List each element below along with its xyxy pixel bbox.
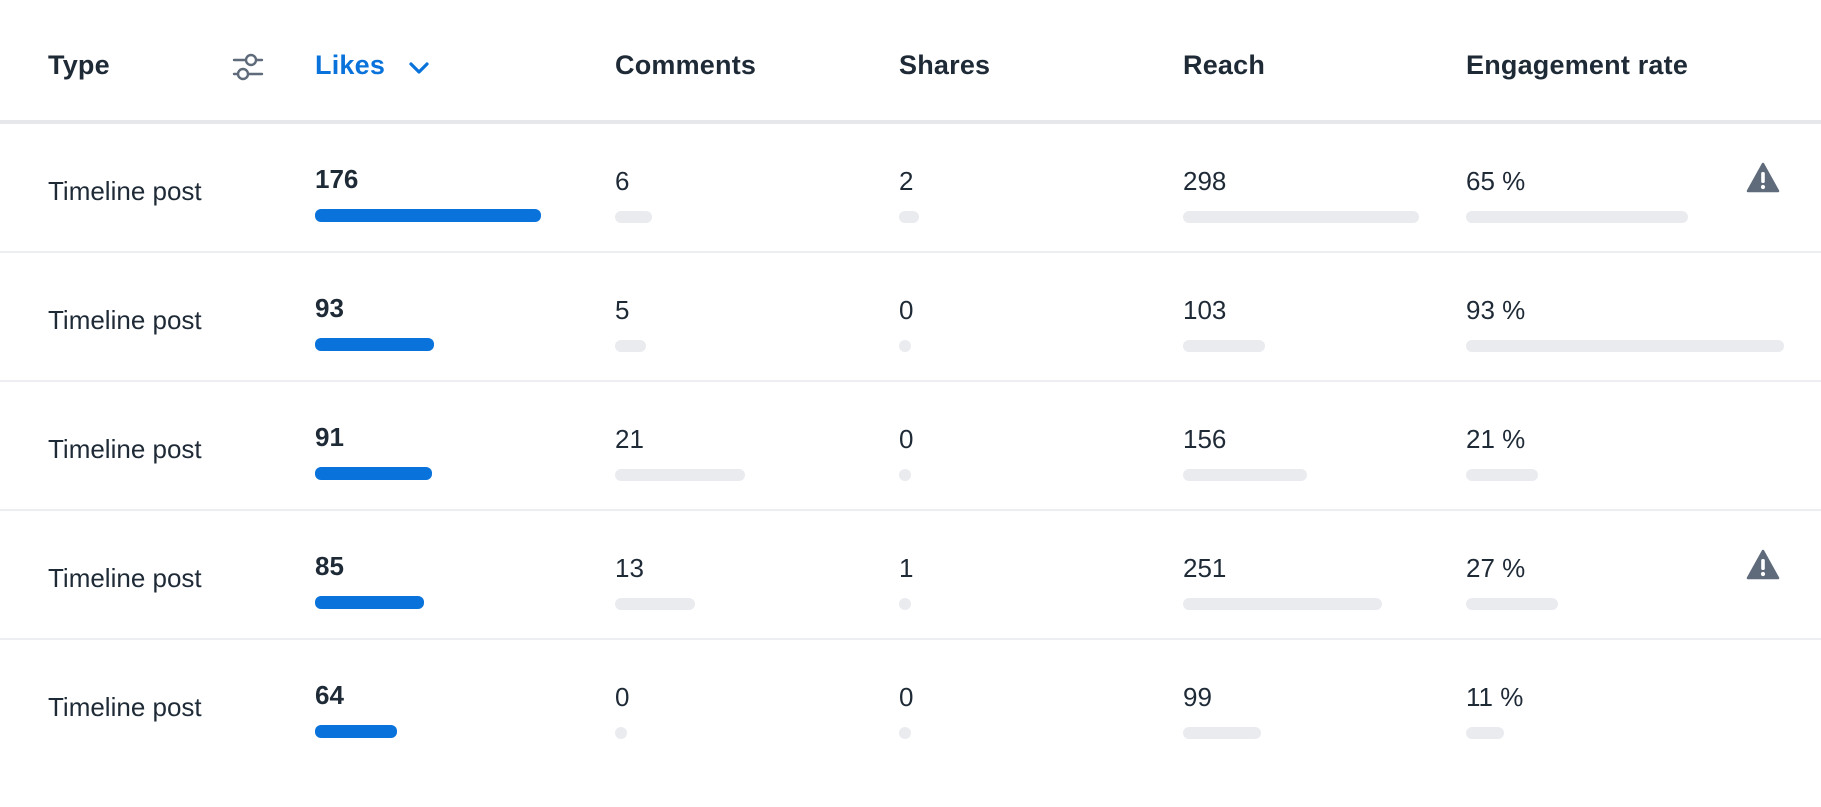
cell-comments: 13 xyxy=(615,553,644,583)
warning-icon[interactable] xyxy=(1746,549,1780,581)
column-header-comments[interactable]: Comments xyxy=(615,50,757,80)
posts-table: Type Likes Comments Shares Reach Engagem… xyxy=(0,0,1821,767)
table-row[interactable]: Timeline post 176 6 2 298 65 % xyxy=(0,124,1821,253)
likes-bar xyxy=(315,725,397,738)
shares-bar xyxy=(899,598,911,610)
cell-reach: 99 xyxy=(1183,682,1212,712)
table-row[interactable]: Timeline post 91 21 0 156 21 % xyxy=(0,382,1821,511)
column-header-engagement-rate[interactable]: Engagement rate xyxy=(1466,50,1689,80)
cell-shares: 0 xyxy=(899,682,914,712)
column-header-shares[interactable]: Shares xyxy=(899,50,991,80)
comments-bar xyxy=(615,211,652,223)
cell-reach: 298 xyxy=(1183,166,1227,196)
likes-bar xyxy=(315,338,434,351)
shares-bar xyxy=(899,469,911,481)
reach-bar xyxy=(1183,598,1382,610)
shares-bar xyxy=(899,211,919,223)
reach-bar xyxy=(1183,727,1261,739)
cell-likes: 85 xyxy=(315,551,344,581)
cell-type: Timeline post xyxy=(48,563,202,593)
shares-bar xyxy=(899,340,911,352)
engagement-bar xyxy=(1466,598,1558,610)
cell-shares: 0 xyxy=(899,295,914,325)
cell-engagement: 65 % xyxy=(1466,166,1526,196)
cell-type: Timeline post xyxy=(48,305,202,335)
cell-type: Timeline post xyxy=(48,434,202,464)
cell-comments: 5 xyxy=(615,295,630,325)
cell-engagement: 27 % xyxy=(1466,553,1526,583)
cell-reach: 103 xyxy=(1183,295,1227,325)
cell-likes: 91 xyxy=(315,422,344,452)
cell-type: Timeline post xyxy=(48,176,202,206)
cell-shares: 1 xyxy=(899,553,914,583)
comments-bar xyxy=(615,727,627,739)
cell-engagement: 11 % xyxy=(1466,682,1524,712)
cell-likes: 64 xyxy=(315,680,344,710)
warning-icon[interactable] xyxy=(1746,162,1780,194)
table-row[interactable]: Timeline post 64 0 0 99 11 % xyxy=(0,640,1821,767)
column-header-reach[interactable]: Reach xyxy=(1183,50,1266,80)
cell-comments: 21 xyxy=(615,424,644,454)
table-row[interactable]: Timeline post 85 13 1 251 27 % xyxy=(0,511,1821,640)
cell-engagement: 21 % xyxy=(1466,424,1526,454)
cell-type: Timeline post xyxy=(48,692,202,722)
engagement-bar xyxy=(1466,727,1504,739)
cell-shares: 2 xyxy=(899,166,914,196)
likes-bar xyxy=(315,596,424,609)
cell-engagement: 93 % xyxy=(1466,295,1526,325)
reach-bar xyxy=(1183,211,1419,223)
reach-bar xyxy=(1183,340,1265,352)
cell-comments: 6 xyxy=(615,166,630,196)
reach-bar xyxy=(1183,469,1307,481)
comments-bar xyxy=(615,469,745,481)
column-header-type[interactable]: Type xyxy=(48,50,110,80)
engagement-bar xyxy=(1466,340,1784,352)
engagement-bar xyxy=(1466,211,1688,223)
sliders-icon[interactable] xyxy=(231,50,265,84)
cell-reach: 156 xyxy=(1183,424,1227,454)
likes-bar xyxy=(315,467,432,480)
table-body: Timeline post 176 6 2 298 65 % Timeline post 93… xyxy=(0,124,1821,767)
comments-bar xyxy=(615,598,695,610)
likes-bar xyxy=(315,209,541,222)
comments-bar xyxy=(615,340,646,352)
table-row[interactable]: Timeline post 93 5 0 103 93 % xyxy=(0,253,1821,382)
column-header-likes[interactable]: Likes xyxy=(315,50,386,80)
cell-reach: 251 xyxy=(1183,553,1227,583)
cell-shares: 0 xyxy=(899,424,914,454)
cell-comments: 0 xyxy=(615,682,630,712)
engagement-bar xyxy=(1466,469,1538,481)
shares-bar xyxy=(899,727,911,739)
cell-likes: 176 xyxy=(315,164,359,194)
table-header: Type Likes Comments Shares Reach Engagem… xyxy=(0,0,1821,124)
chevron-down-icon[interactable] xyxy=(406,59,432,77)
cell-likes: 93 xyxy=(315,293,344,323)
